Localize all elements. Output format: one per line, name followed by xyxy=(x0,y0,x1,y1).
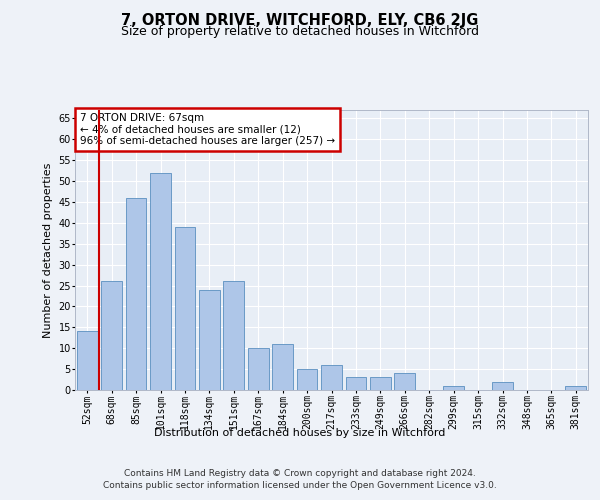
Y-axis label: Number of detached properties: Number of detached properties xyxy=(43,162,53,338)
Bar xyxy=(248,348,269,390)
Bar xyxy=(394,374,415,390)
Text: Contains HM Land Registry data © Crown copyright and database right 2024.: Contains HM Land Registry data © Crown c… xyxy=(124,469,476,478)
Bar xyxy=(272,344,293,390)
Bar xyxy=(175,227,196,390)
Text: Distribution of detached houses by size in Witchford: Distribution of detached houses by size … xyxy=(154,428,446,438)
Text: 7, ORTON DRIVE, WITCHFORD, ELY, CB6 2JG: 7, ORTON DRIVE, WITCHFORD, ELY, CB6 2JG xyxy=(121,12,479,28)
Bar xyxy=(565,386,586,390)
Bar xyxy=(370,378,391,390)
Bar xyxy=(296,369,317,390)
Bar xyxy=(346,378,367,390)
Text: Size of property relative to detached houses in Witchford: Size of property relative to detached ho… xyxy=(121,25,479,38)
Bar xyxy=(101,282,122,390)
Bar xyxy=(199,290,220,390)
Bar xyxy=(321,365,342,390)
Bar xyxy=(125,198,146,390)
Text: 7 ORTON DRIVE: 67sqm
← 4% of detached houses are smaller (12)
96% of semi-detach: 7 ORTON DRIVE: 67sqm ← 4% of detached ho… xyxy=(80,113,335,146)
Bar xyxy=(77,332,98,390)
Bar xyxy=(223,282,244,390)
Bar xyxy=(443,386,464,390)
Text: Contains public sector information licensed under the Open Government Licence v3: Contains public sector information licen… xyxy=(103,481,497,490)
Bar xyxy=(150,172,171,390)
Bar xyxy=(492,382,513,390)
